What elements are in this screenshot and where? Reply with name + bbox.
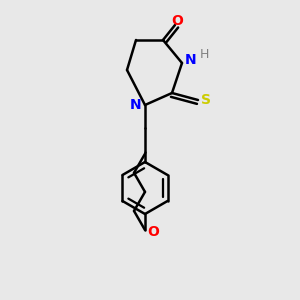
Text: O: O: [171, 14, 183, 28]
Text: O: O: [147, 225, 159, 239]
Text: H: H: [199, 49, 209, 62]
Text: S: S: [201, 93, 211, 107]
Text: N: N: [130, 98, 142, 112]
Text: N: N: [185, 53, 197, 67]
